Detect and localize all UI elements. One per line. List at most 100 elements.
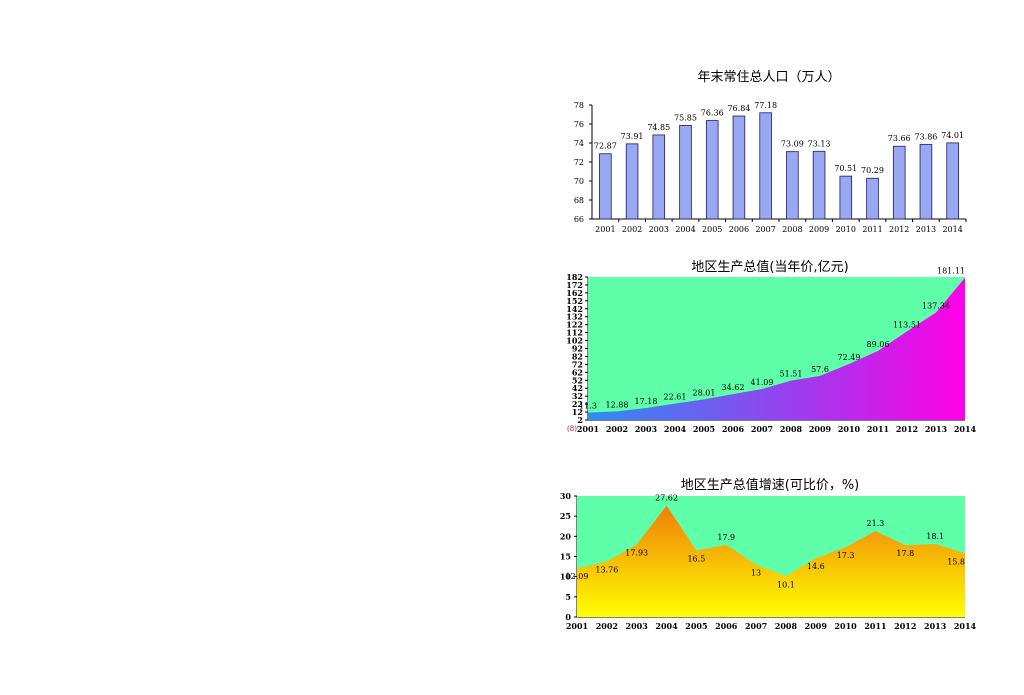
x-tick-label: 2010: [834, 621, 857, 631]
gdp-area: [588, 277, 965, 420]
data-label: 34.62: [722, 383, 745, 392]
data-label: 72.49: [838, 353, 861, 362]
x-tick-label: 2001: [595, 225, 615, 234]
y-tick-label: 182: [566, 272, 583, 282]
data-label: 76.36: [701, 109, 724, 118]
x-tick-label: 2009: [809, 424, 832, 434]
data-label: 72.87: [594, 142, 617, 151]
x-tick-label: 2003: [635, 424, 658, 434]
x-tick-label: 2001: [566, 621, 588, 631]
data-label: 13: [751, 569, 761, 578]
bar: [705, 120, 719, 220]
data-label: 17.93: [625, 549, 648, 558]
data-label: 76.84: [727, 104, 750, 113]
data-label: 21.3: [867, 519, 885, 528]
x-tick-label: 2011: [867, 424, 889, 434]
data-label: 137.34: [922, 301, 950, 310]
bar: [946, 142, 959, 220]
x-tick-label: 2007: [755, 225, 775, 234]
y-tick-label: 172: [566, 280, 583, 290]
x-tick-label: 2010: [838, 424, 861, 434]
y-tick-label: 5: [565, 592, 571, 602]
y-tick-label: 66: [574, 215, 584, 224]
x-tick-label: 2013: [925, 424, 948, 434]
data-label: 17.8: [896, 549, 914, 558]
y-tick-label: 92: [572, 344, 583, 354]
data-label: 73.09: [781, 140, 804, 149]
y-tick-label: 68: [574, 196, 584, 205]
y-tick-label: 10: [560, 572, 572, 582]
y-tick-label: 142: [566, 304, 583, 314]
bar: [786, 151, 799, 220]
y-tick-label: 72: [572, 359, 583, 369]
y-tick-label: 25: [560, 511, 571, 521]
data-label: 51.51: [780, 370, 803, 379]
data-label: 73.86: [914, 132, 937, 141]
data-label: 41.09: [751, 378, 774, 387]
x-tick-label: 2014: [954, 424, 977, 434]
data-label: 113.51: [893, 320, 921, 329]
x-tick-label: 2014: [942, 225, 962, 234]
data-label: 22.61: [664, 393, 687, 402]
x-tick-label: 2010: [836, 225, 856, 234]
x-tick-label: 2004: [664, 424, 687, 434]
y-tick-label: 22: [572, 399, 583, 409]
bar: [599, 153, 612, 220]
y-tick-label: 102: [566, 336, 583, 346]
y-tick-label: 78: [574, 101, 584, 110]
y-tick-label: 70: [574, 177, 584, 186]
bar: [812, 150, 826, 220]
y-tick-label: 112: [566, 328, 583, 338]
x-tick-label: 2004: [675, 225, 695, 234]
axis-note: (8): [567, 425, 577, 433]
y-tick-label: 74: [574, 139, 584, 148]
y-tick-label: 122: [566, 320, 583, 330]
chart-title: 年末常住总人口（万人）: [697, 70, 840, 85]
data-label: 73.13: [808, 139, 831, 148]
x-tick-label: 2008: [775, 621, 798, 631]
data-label: 181.11: [937, 267, 965, 276]
data-label: 73.91: [621, 132, 644, 141]
data-label: 77.18: [754, 101, 777, 110]
x-tick-label: 2008: [782, 225, 802, 234]
gdp-area-chart: 地区生产总值(当年价,亿元) (8) 212223242526272829210…: [566, 259, 977, 434]
chart-title: 地区生产总值增速(可比价，%): [681, 477, 860, 493]
x-tick-label: 2003: [626, 621, 649, 631]
data-label: 74.01: [941, 131, 964, 140]
data-label: 70.29: [861, 166, 884, 175]
x-tick-label: 2011: [864, 621, 886, 631]
bar: [625, 143, 639, 220]
x-tick-label: 2002: [596, 621, 618, 631]
y-tick-label: 62: [572, 367, 583, 377]
bar: [679, 125, 692, 220]
data-label: 11.3: [579, 402, 597, 411]
x-tick-label: 2007: [745, 621, 767, 631]
y-tick-label: 42: [572, 383, 583, 393]
data-label: 12.88: [606, 400, 629, 409]
x-tick-label: 2001: [577, 424, 599, 434]
data-label: 89.06: [867, 340, 890, 349]
x-tick-label: 2013: [916, 225, 936, 234]
growth-area: [577, 505, 965, 617]
data-label: 13.76: [595, 566, 618, 575]
x-tick-label: 2008: [780, 424, 803, 434]
bar: [892, 145, 906, 220]
y-tick-label: 162: [566, 288, 583, 298]
data-label: 70.51: [834, 164, 857, 173]
x-tick-label: 2002: [622, 225, 642, 234]
y-tick-label: 30: [560, 491, 572, 501]
data-label: 12.09: [566, 572, 589, 581]
bar: [839, 175, 853, 220]
data-label: 27.62: [655, 494, 678, 503]
bar: [652, 134, 666, 220]
data-label: 17.18: [635, 397, 658, 406]
x-tick-label: 2009: [809, 225, 829, 234]
data-label: 15.8: [947, 557, 965, 566]
y-tick-label: 52: [572, 375, 583, 385]
y-tick-label: 0: [565, 612, 571, 622]
x-tick-label: 2006: [722, 424, 745, 434]
population-bar-chart: 年末常住总人口（万人） 66 68 70 72 74 76 78 2001 2002 2003 20…: [574, 70, 967, 234]
x-tick-label: 2013: [924, 621, 947, 631]
y-tick-label: 2: [577, 415, 583, 425]
y-tick-label: 15: [560, 552, 571, 562]
